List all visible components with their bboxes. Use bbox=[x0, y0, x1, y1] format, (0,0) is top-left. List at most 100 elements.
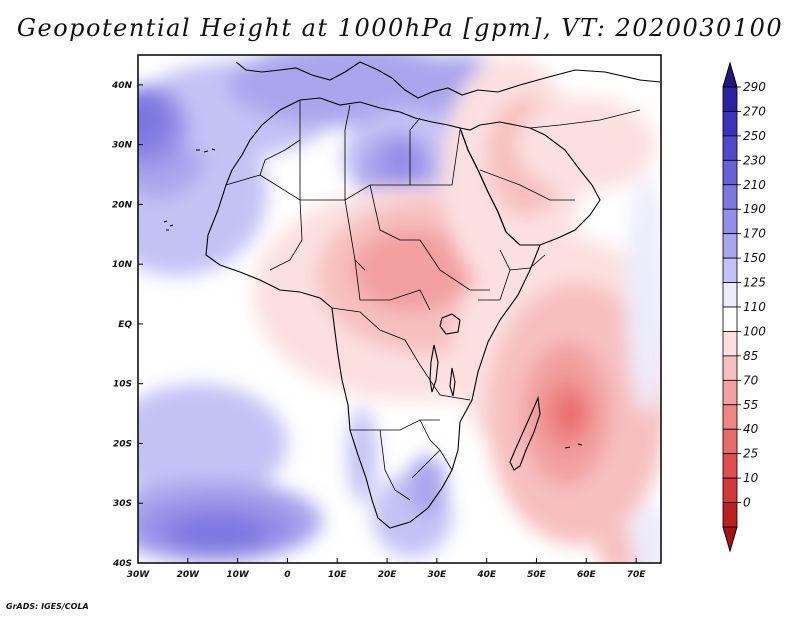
colorbar-label: 110 bbox=[743, 300, 766, 314]
field-contours bbox=[138, 55, 661, 563]
chart-title: Geopotential Height at 1000hPa [gpm], VT… bbox=[16, 14, 784, 42]
colorbar-label: 270 bbox=[743, 104, 766, 118]
europe-coastline bbox=[235, 61, 661, 99]
colorbar-swatch bbox=[722, 86, 738, 112]
y-tick-label: 10N bbox=[112, 260, 133, 270]
political-borders bbox=[225, 100, 641, 501]
border-line bbox=[411, 449, 441, 479]
border-line bbox=[344, 199, 366, 271]
colorbar-label: 170 bbox=[743, 227, 766, 241]
colorbar-swatch bbox=[722, 135, 738, 161]
coastlines bbox=[163, 61, 661, 529]
field-region bbox=[516, 96, 657, 193]
y-tick-label: 10S bbox=[113, 380, 132, 390]
border-line bbox=[269, 199, 303, 271]
x-tick-label: 30E bbox=[428, 570, 448, 580]
colorbar-swatch bbox=[722, 331, 738, 357]
lake-malawi-coastline bbox=[449, 367, 456, 397]
border-line bbox=[379, 429, 411, 501]
x-tick-label: 0 bbox=[284, 570, 290, 580]
border-line bbox=[354, 259, 431, 311]
colorbar-swatch bbox=[722, 428, 738, 455]
colorbar-swatch bbox=[722, 404, 738, 430]
canary-islands bbox=[196, 148, 216, 153]
field-region bbox=[352, 228, 472, 312]
border-line bbox=[479, 169, 575, 201]
border-line bbox=[331, 307, 421, 366]
x-tick-label: 40E bbox=[476, 570, 497, 580]
lake-tanganyika-coastline bbox=[429, 344, 439, 393]
colorbar-swatch bbox=[722, 111, 738, 137]
colorbar-label: 250 bbox=[743, 129, 766, 143]
border-line bbox=[410, 129, 461, 186]
colorbar-label: 40 bbox=[743, 422, 759, 436]
field-region bbox=[138, 383, 288, 504]
border-line bbox=[225, 139, 301, 186]
border-line bbox=[529, 109, 641, 129]
colorbar-swatch bbox=[722, 257, 738, 283]
colorbar-swatch bbox=[722, 453, 738, 479]
colorbar-label: 230 bbox=[743, 153, 766, 167]
colorbar-swatch bbox=[722, 208, 738, 235]
field-region bbox=[347, 407, 378, 504]
x-tick-label: 70E bbox=[627, 570, 647, 580]
colorbar-label: 70 bbox=[743, 373, 759, 387]
colorbar-swatch bbox=[722, 184, 738, 210]
y-tick-label: 30S bbox=[113, 499, 132, 509]
x-tick-label: 20W bbox=[177, 570, 201, 580]
colorbar: 2902702502302101901701501251101008570554… bbox=[722, 61, 766, 553]
madagascar-coastline bbox=[509, 395, 541, 471]
x-tick-label: 10E bbox=[328, 570, 348, 580]
africa-coastline bbox=[205, 97, 541, 529]
credit-text: GrADS: IGES/COLA bbox=[6, 602, 89, 611]
x-tick-label: 30W bbox=[127, 570, 151, 580]
map-frame bbox=[137, 54, 662, 564]
border-line bbox=[409, 117, 421, 185]
y-tick-label: 40S bbox=[112, 559, 132, 569]
y-tick-label: 20N bbox=[112, 200, 133, 210]
border-line bbox=[419, 239, 490, 291]
y-axis: 40N 30N 20N 10N EQ 10S 20S 30S 40S bbox=[111, 81, 143, 569]
colorbar-swatch bbox=[722, 282, 738, 308]
border-line bbox=[478, 249, 511, 301]
cape-verde-islands bbox=[163, 220, 174, 231]
colorbar-swatch bbox=[722, 306, 738, 332]
colorbar-label: 25 bbox=[743, 447, 758, 461]
colorbar-swatch bbox=[722, 233, 738, 259]
field-region bbox=[406, 455, 447, 516]
border-line bbox=[369, 184, 420, 241]
border-line bbox=[350, 419, 440, 431]
border-line bbox=[419, 419, 453, 471]
x-tick-label: 10W bbox=[226, 570, 250, 580]
x-axis: 30W 20W 10W 0 10E 20E 30E 40E 50E 60E 70E bbox=[127, 558, 647, 580]
lake-victoria-coastline bbox=[439, 313, 461, 335]
border-line bbox=[344, 104, 351, 200]
colorbar-label: 290 bbox=[743, 80, 766, 94]
colorbar-label: 0 bbox=[743, 496, 751, 510]
field-region bbox=[167, 515, 268, 552]
colorbar-label: 125 bbox=[743, 276, 766, 290]
y-tick-label: EQ bbox=[118, 320, 132, 330]
mascarene-islands bbox=[564, 443, 583, 449]
colorbar-label: 10 bbox=[743, 471, 759, 485]
y-tick-label: 40N bbox=[111, 81, 133, 91]
colorbar-swatch bbox=[722, 355, 738, 381]
colorbar-label: 150 bbox=[743, 251, 766, 265]
field-region bbox=[382, 138, 422, 187]
colorbar-label: 85 bbox=[743, 349, 758, 363]
geopotential-field bbox=[138, 55, 661, 563]
y-tick-label: 20S bbox=[113, 439, 132, 449]
x-tick-label: 20E bbox=[378, 570, 398, 580]
colorbar-swatch bbox=[722, 159, 738, 186]
x-tick-label: 50E bbox=[527, 570, 547, 580]
field-region bbox=[626, 174, 661, 414]
field-region bbox=[631, 503, 661, 563]
y-tick-label: 30N bbox=[112, 141, 133, 151]
colorbar-bottom-arrow bbox=[722, 526, 738, 553]
colorbar-swatch bbox=[722, 477, 738, 503]
colorbar-swatch bbox=[722, 502, 738, 528]
arabia-coastline bbox=[459, 121, 601, 246]
colorbar-top-arrow bbox=[722, 61, 738, 88]
colorbar-label: 190 bbox=[743, 202, 766, 216]
